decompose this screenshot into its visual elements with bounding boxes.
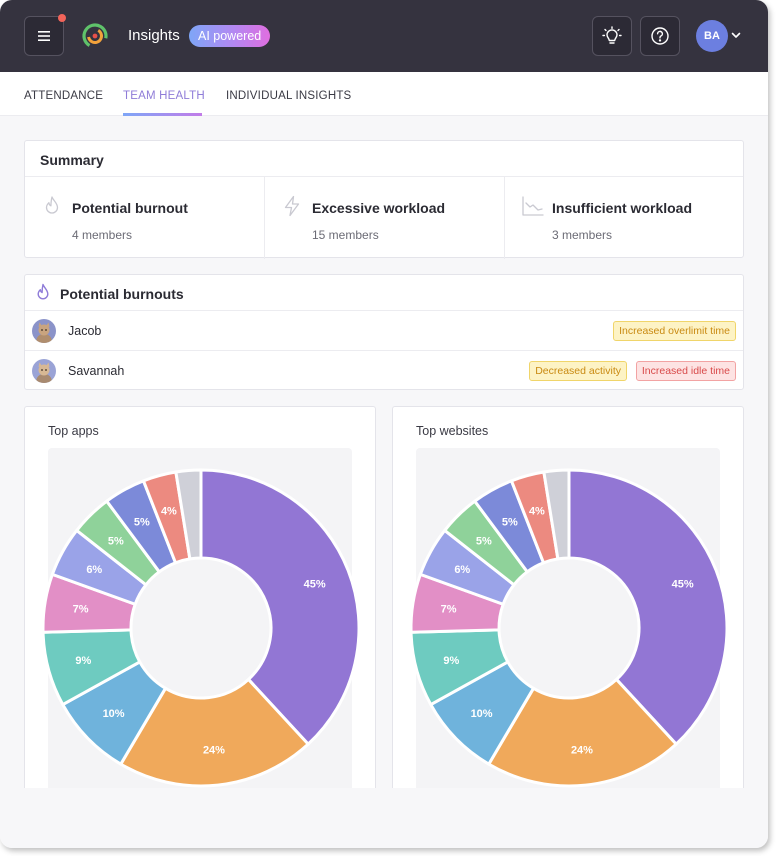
lightning-icon bbox=[284, 195, 300, 217]
potential-burnouts-card: Potential burnouts Jacob Increased overl… bbox=[24, 274, 744, 390]
tips-button[interactable] bbox=[592, 16, 632, 56]
tab-team-health[interactable]: TEAM HEALTH bbox=[123, 90, 205, 102]
tab-bar: ATTENDANCE TEAM HEALTH INDIVIDUAL INSIGH… bbox=[0, 72, 768, 116]
slice-label: 4% bbox=[161, 505, 177, 517]
slice-label: 10% bbox=[471, 708, 493, 720]
donut-slice[interactable] bbox=[199, 468, 361, 746]
burnout-row-jacob[interactable]: Jacob Increased overlimit time bbox=[25, 310, 743, 350]
lightbulb-icon bbox=[602, 26, 622, 44]
flame-icon bbox=[45, 196, 59, 214]
burnout-row-savannah[interactable]: Savannah Decreased activity Increased id… bbox=[25, 350, 743, 390]
slice-label: 10% bbox=[103, 708, 125, 720]
slice-label: 6% bbox=[454, 564, 470, 576]
ai-powered-badge: AI powered bbox=[189, 25, 271, 47]
chart-title: Top websites bbox=[416, 424, 489, 438]
slice-label: 24% bbox=[203, 744, 225, 756]
stat-name: Potential burnout bbox=[72, 200, 188, 216]
top-websites-donut-chart: 45% 24% 10% 9% 7% 6% 5% 5% 4% bbox=[409, 468, 729, 788]
top-apps-card: Top apps 45% 24% 10% 9% 7% 6% 5% 5% 4% bbox=[24, 406, 376, 797]
donut-slice[interactable] bbox=[174, 468, 203, 561]
avatar bbox=[32, 359, 56, 383]
active-tab-indicator bbox=[123, 113, 202, 116]
stat-excessive-workload[interactable]: Excessive workload 15 members bbox=[264, 177, 504, 259]
slice-label: 6% bbox=[86, 564, 102, 576]
top-apps-donut-chart: 45% 24% 10% 9% 7% 6% 5% 5% 4% bbox=[41, 468, 361, 788]
help-icon bbox=[651, 27, 669, 45]
top-bar: Insights AI powered BA bbox=[0, 0, 768, 72]
summary-stats: Potential burnout 4 members Excessive wo… bbox=[25, 176, 744, 259]
burnouts-title: Potential burnouts bbox=[60, 286, 184, 302]
burnouts-header: Potential burnouts bbox=[25, 275, 743, 310]
flame-icon bbox=[37, 283, 49, 300]
slice-label: 5% bbox=[108, 536, 124, 548]
tab-attendance[interactable]: ATTENDANCE bbox=[24, 90, 104, 102]
page-footer bbox=[0, 788, 768, 848]
slice-label: 45% bbox=[304, 579, 326, 591]
stat-count: 3 members bbox=[552, 228, 613, 242]
user-avatar-button[interactable]: BA bbox=[696, 20, 728, 52]
slice-label: 5% bbox=[476, 536, 492, 548]
donut-slice[interactable] bbox=[119, 677, 310, 788]
summary-card: Summary Potential burnout 4 members Exce… bbox=[24, 140, 744, 259]
stat-insufficient-workload[interactable]: Insufficient workload 3 members bbox=[504, 177, 744, 259]
trend-down-icon bbox=[522, 196, 544, 216]
donut-slice[interactable] bbox=[487, 677, 678, 788]
slice-label: 9% bbox=[75, 655, 91, 667]
slice-label: 4% bbox=[529, 505, 545, 517]
slice-label: 45% bbox=[672, 579, 694, 591]
slice-label: 24% bbox=[571, 744, 593, 756]
status-badge: Increased idle time bbox=[635, 361, 736, 381]
donut-slice[interactable] bbox=[542, 468, 571, 561]
tab-individual-insights[interactable]: INDIVIDUAL INSIGHTS bbox=[226, 90, 352, 102]
app-title: Insights bbox=[128, 27, 180, 44]
summary-title: Summary bbox=[40, 152, 104, 168]
donut-slice[interactable] bbox=[567, 468, 729, 746]
notification-dot bbox=[58, 14, 66, 22]
slice-label: 5% bbox=[502, 516, 518, 528]
slice-label: 5% bbox=[134, 516, 150, 528]
stat-potential-burnout[interactable]: Potential burnout 4 members bbox=[25, 177, 265, 259]
menu-icon bbox=[38, 31, 50, 41]
slice-label: 7% bbox=[73, 604, 89, 616]
stat-name: Excessive workload bbox=[312, 200, 446, 216]
menu-button[interactable] bbox=[24, 14, 66, 56]
avatar bbox=[32, 319, 56, 343]
slice-label: 9% bbox=[443, 655, 459, 667]
help-button[interactable] bbox=[640, 16, 680, 56]
chevron-down-icon[interactable] bbox=[731, 32, 741, 39]
person-name: Jacob bbox=[68, 324, 102, 338]
slice-label: 7% bbox=[441, 604, 457, 616]
person-name: Savannah bbox=[68, 364, 125, 378]
chart-title: Top apps bbox=[48, 424, 99, 438]
stat-name: Insufficient workload bbox=[552, 200, 693, 216]
stat-count: 4 members bbox=[72, 228, 133, 242]
status-badge: Decreased activity bbox=[529, 361, 627, 381]
status-badge: Increased overlimit time bbox=[613, 321, 736, 341]
top-websites-card: Top websites 45% 24% 10% 9% 7% 6% 5% 5% 4% bbox=[392, 406, 744, 797]
app-logo bbox=[82, 23, 108, 49]
stat-count: 15 members bbox=[312, 228, 379, 242]
